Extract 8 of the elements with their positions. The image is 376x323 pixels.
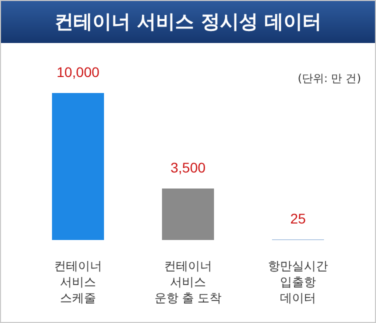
data-label: 10,000 bbox=[56, 64, 100, 80]
x-tick-label: 항만실시간 입출항 데이터 bbox=[268, 259, 328, 305]
chart-title: 컨테이너 서비스 정시성 데이터 bbox=[1, 1, 375, 43]
data-label: 3,500 bbox=[170, 160, 206, 176]
x-tick-label: 컨테이너 서비스 스케줄 bbox=[54, 259, 102, 305]
x-tick-label: 컨테이너 서비스 운항 출 도착 bbox=[154, 259, 222, 305]
data-label: 25 bbox=[290, 210, 306, 227]
text: (단위: 만 건) bbox=[298, 71, 361, 86]
